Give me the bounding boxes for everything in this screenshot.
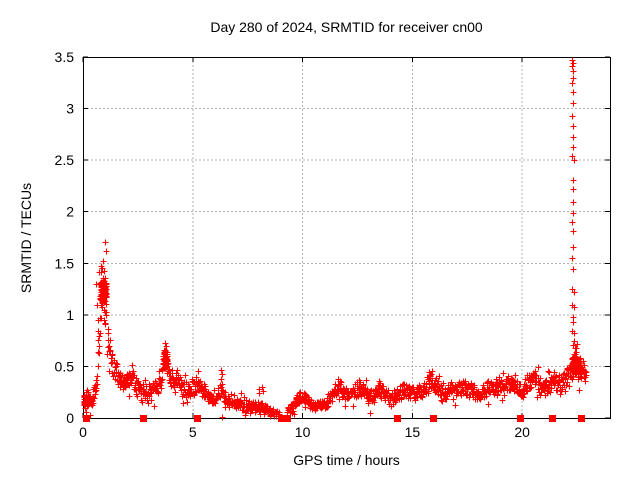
zero-flag-square	[549, 415, 556, 422]
x-tick-label: 10	[295, 424, 311, 440]
x-axis-title: GPS time / hours	[293, 452, 400, 468]
y-tick-label: 0	[66, 410, 74, 426]
zero-flag-squares	[83, 415, 585, 422]
y-tick-label: 2.5	[55, 152, 75, 168]
zero-flag-square	[517, 415, 524, 422]
y-tick-label: 2	[66, 204, 74, 220]
y-tick-label: 1	[66, 307, 74, 323]
x-tick-label: 20	[514, 424, 530, 440]
x-tick-label: 5	[189, 424, 197, 440]
zero-flag-square	[430, 415, 437, 422]
y-tick-label: 1.5	[55, 255, 75, 271]
zero-flag-square	[194, 415, 201, 422]
plot-frame	[83, 57, 611, 419]
y-tick-label: 3	[66, 101, 74, 117]
y-tick-label: 3.5	[55, 49, 75, 65]
y-axis-title: SRMTID / TECUs	[18, 182, 34, 294]
chart-title: Day 280 of 2024, SRMTID for receiver cn0…	[210, 19, 483, 35]
zero-flag-square	[284, 415, 291, 422]
zero-flag-square	[394, 415, 401, 422]
grid-lines	[83, 57, 610, 418]
scatter-points	[81, 57, 590, 421]
x-tick-label: 0	[79, 424, 87, 440]
zero-flag-square	[83, 415, 90, 422]
zero-flag-square	[578, 415, 585, 422]
x-tick-label: 15	[405, 424, 421, 440]
y-tick-label: 0.5	[55, 358, 75, 374]
zero-flag-square	[140, 415, 147, 422]
